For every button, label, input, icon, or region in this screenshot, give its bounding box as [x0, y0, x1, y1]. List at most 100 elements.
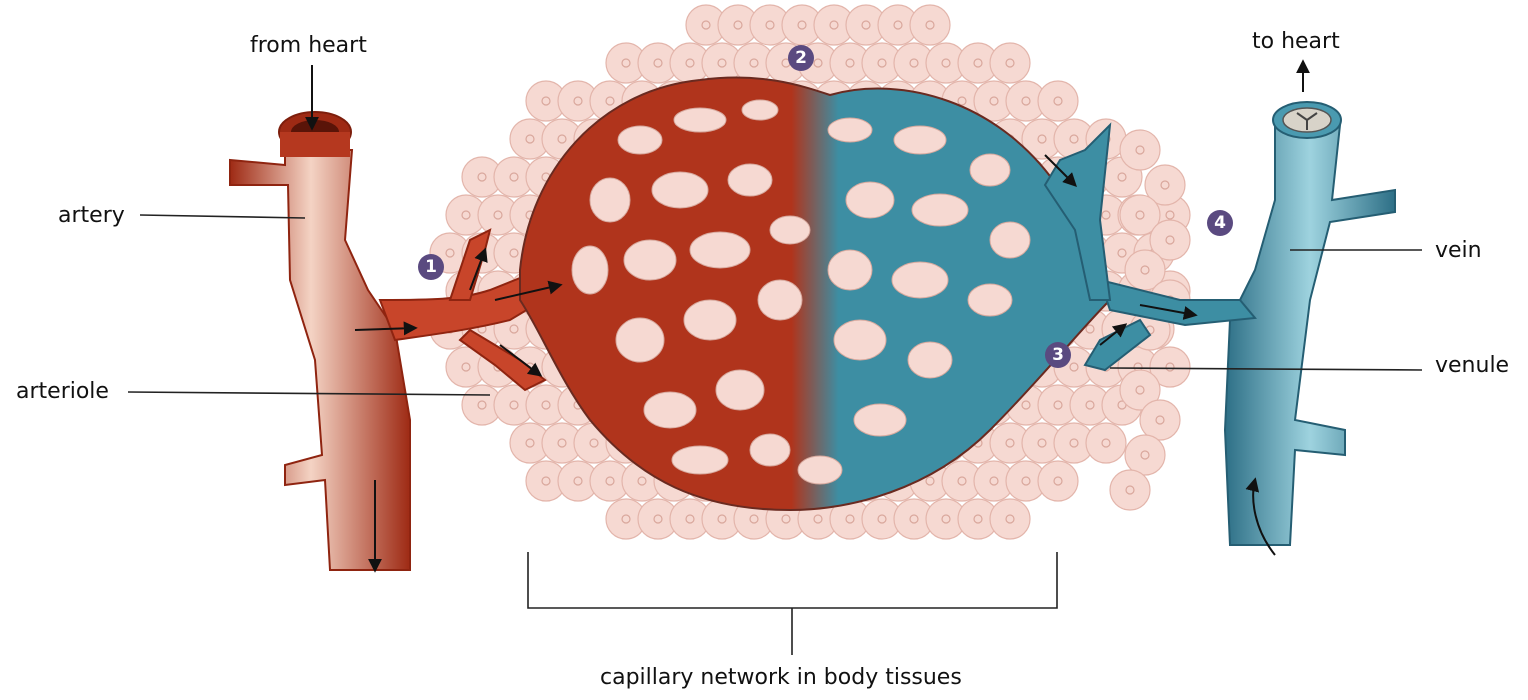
capillary-gap	[683, 299, 737, 341]
cell-nucleus	[893, 20, 903, 30]
cell-nucleus	[493, 210, 503, 220]
capillary-gap	[845, 181, 895, 219]
cell-nucleus	[1160, 180, 1170, 190]
leader-lines	[127, 214, 1423, 655]
cell-nucleus	[1021, 96, 1031, 106]
capillary-gap	[615, 317, 665, 363]
cell-nucleus	[541, 96, 551, 106]
tissue-cell	[909, 4, 951, 46]
artery-leader-line	[139, 214, 306, 219]
cell-nucleus	[1085, 324, 1095, 334]
tissue-cell	[1119, 129, 1161, 171]
marker-2: 2	[788, 45, 814, 71]
tissue-cell	[1149, 346, 1191, 388]
cell-nucleus	[733, 20, 743, 30]
capillary-gap	[715, 369, 765, 411]
capillary-gap	[797, 455, 843, 485]
capillary-gap	[769, 215, 811, 245]
cell-nucleus	[509, 172, 519, 182]
cell-nucleus	[973, 58, 983, 68]
cell-nucleus	[637, 476, 647, 486]
capillary-gap	[571, 245, 609, 295]
capillary-gap	[967, 283, 1013, 317]
flow-arrow	[1245, 477, 1276, 556]
tissue-cell	[1124, 434, 1166, 476]
cell-nucleus	[509, 248, 519, 258]
cell-nucleus	[845, 58, 855, 68]
flow-arrow	[1139, 304, 1198, 320]
marker-4: 4	[1207, 210, 1233, 236]
cell-nucleus	[1037, 438, 1047, 448]
cell-nucleus	[861, 20, 871, 30]
cell-nucleus	[765, 20, 775, 30]
cell-nucleus	[989, 476, 999, 486]
cell-nucleus	[813, 58, 823, 68]
cell-nucleus	[1135, 210, 1145, 220]
cell-nucleus	[1135, 145, 1145, 155]
capillary-gap	[643, 391, 697, 429]
capillary-gap	[741, 99, 779, 121]
marker-1: 1	[418, 254, 444, 280]
cell-nucleus	[701, 20, 711, 30]
cell-nucleus	[1117, 248, 1127, 258]
artery-vessel	[229, 111, 411, 571]
cell-nucleus	[477, 172, 487, 182]
cell-nucleus	[957, 96, 967, 106]
cell-nucleus	[829, 20, 839, 30]
vein-label: vein	[1435, 238, 1482, 263]
arteriole-label: arteriole	[16, 379, 109, 404]
marker-3-label: 3	[1052, 345, 1064, 365]
capillary-gap	[651, 171, 709, 209]
flow-arrow	[1099, 323, 1128, 346]
cell-nucleus	[717, 58, 727, 68]
capillary-gap	[907, 341, 953, 379]
marker-3: 3	[1045, 342, 1071, 368]
cell-nucleus	[1135, 385, 1145, 395]
cell-nucleus	[1053, 476, 1063, 486]
flow-arrows	[305, 59, 1310, 573]
cell-nucleus	[461, 210, 471, 220]
cell-nucleus	[1021, 400, 1031, 410]
flow-arrow	[1044, 154, 1077, 187]
marker-2-label: 2	[795, 48, 807, 68]
cell-nucleus	[573, 476, 583, 486]
capillary-gap	[989, 221, 1031, 259]
cell-nucleus	[941, 58, 951, 68]
capillary-gap	[911, 193, 969, 227]
cell-nucleus	[749, 58, 759, 68]
tissue-cell	[989, 42, 1031, 84]
from-heart-label: from heart	[250, 33, 367, 58]
artery-label: artery	[58, 203, 125, 228]
cell-nucleus	[1101, 438, 1111, 448]
cell-nucleus	[1165, 362, 1175, 372]
cell-nucleus	[717, 514, 727, 524]
flow-arrow	[494, 280, 563, 301]
cell-nucleus	[1165, 210, 1175, 220]
capillary-gap	[623, 239, 677, 281]
cell-nucleus	[477, 400, 487, 410]
cell-nucleus	[973, 514, 983, 524]
cell-nucleus	[525, 134, 535, 144]
cell-nucleus	[1117, 172, 1127, 182]
cell-nucleus	[621, 58, 631, 68]
cell-nucleus	[573, 96, 583, 106]
cell-nucleus	[1140, 265, 1150, 275]
cell-nucleus	[925, 476, 935, 486]
cell-nucleus	[1085, 400, 1095, 410]
capillary-network-label: capillary network in body tissues	[600, 665, 962, 690]
capillary-gap	[827, 249, 873, 291]
capillary-gap	[689, 231, 751, 269]
cell-nucleus	[525, 438, 535, 448]
tissue-cell	[1037, 80, 1079, 122]
cell-nucleus	[509, 400, 519, 410]
flow-arrow	[354, 321, 418, 336]
cell-nucleus	[557, 438, 567, 448]
cell-nucleus	[1005, 438, 1015, 448]
cell-nucleus	[781, 514, 791, 524]
venule-leader-line	[1109, 367, 1423, 371]
cell-nucleus	[1069, 438, 1079, 448]
flow-arrow	[499, 344, 543, 377]
capillary-gap	[893, 125, 947, 155]
capillary-gap	[833, 319, 887, 361]
capillary-gap	[969, 153, 1011, 187]
